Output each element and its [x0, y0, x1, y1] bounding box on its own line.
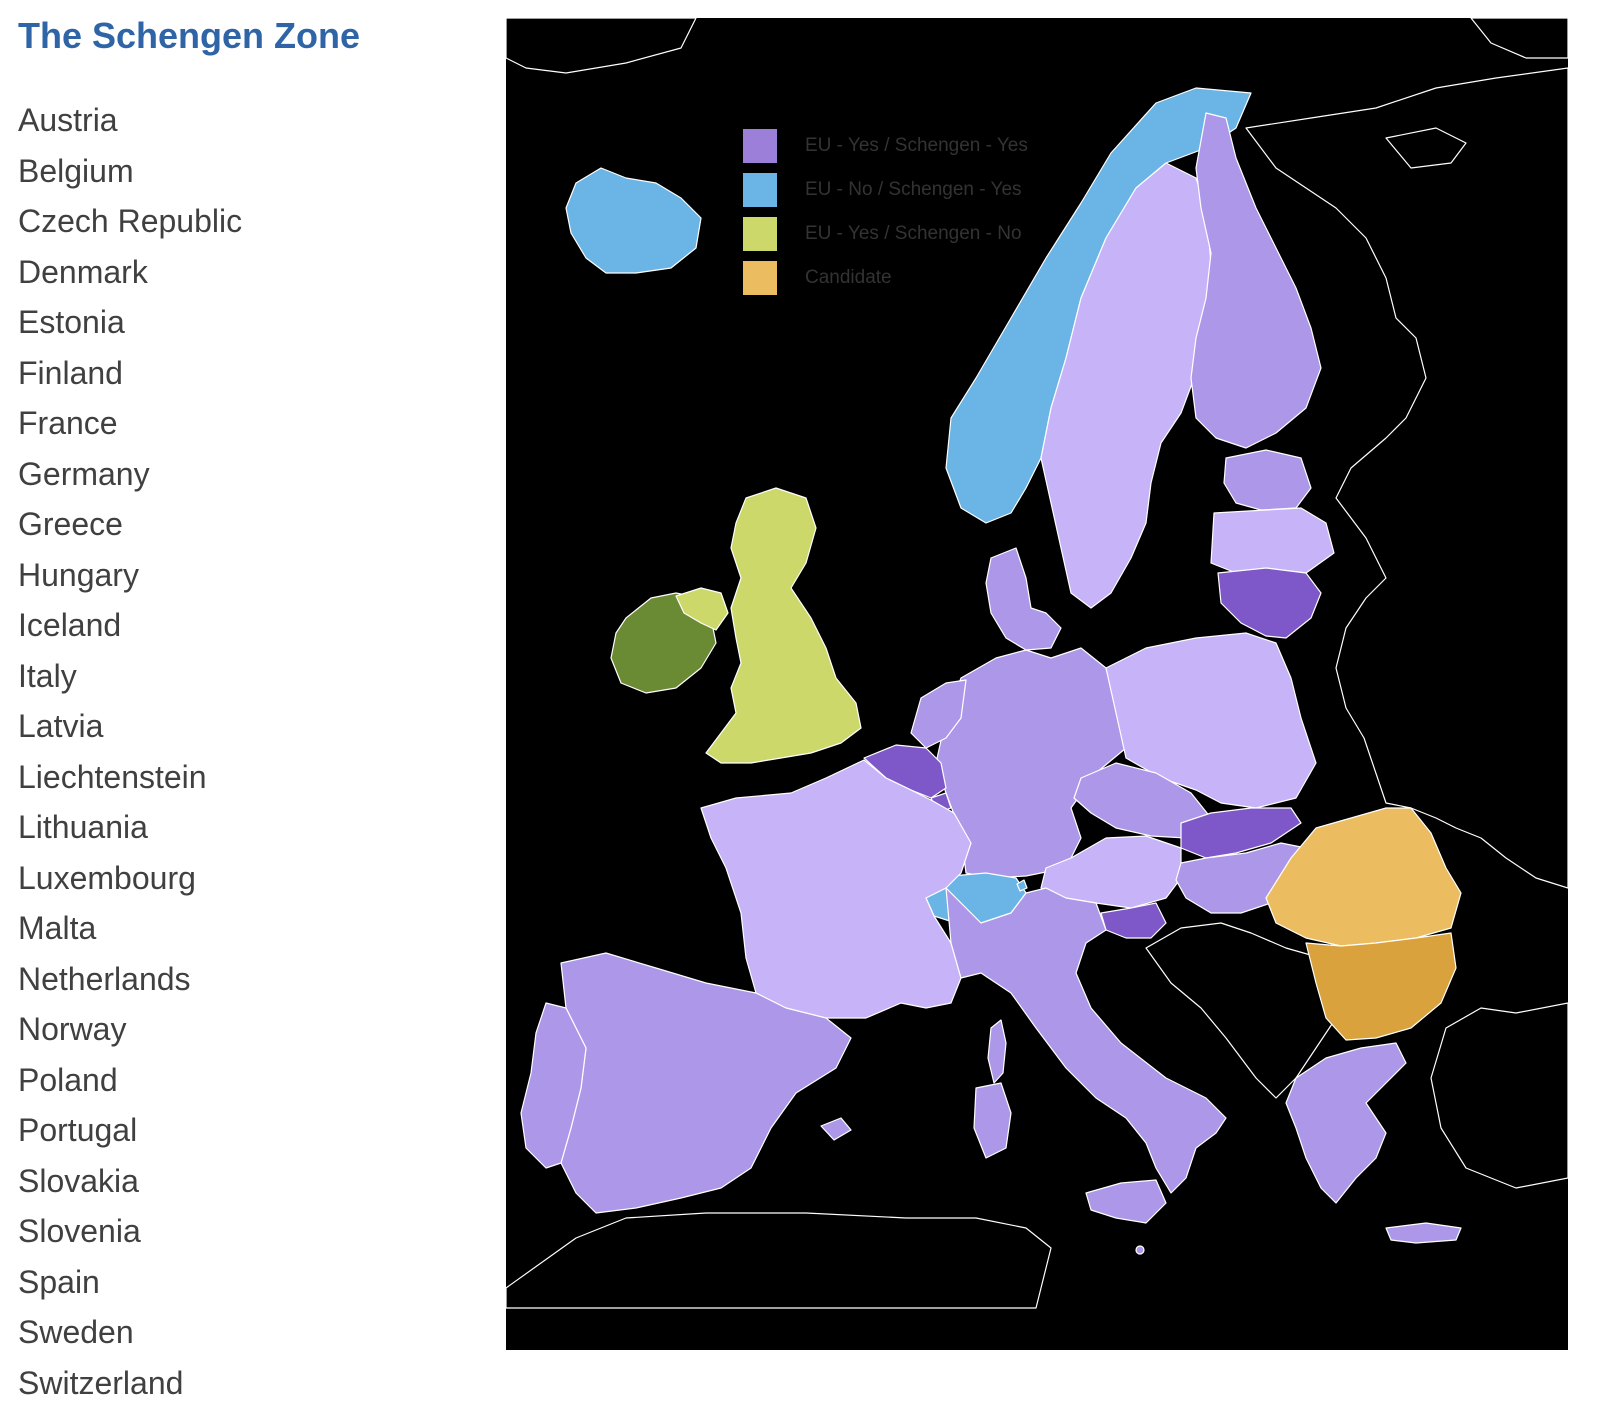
country-list-item: Norway	[18, 1004, 242, 1055]
country-list-item: Denmark	[18, 247, 242, 298]
legend-swatch	[743, 261, 777, 295]
legend-swatch	[743, 217, 777, 251]
country-list-item: Liechtenstein	[18, 752, 242, 803]
legend-swatch	[743, 173, 777, 207]
legend-label: EU - No / Schengen - Yes	[805, 173, 1022, 207]
country-list-item: Estonia	[18, 297, 242, 348]
legend-label: EU - Yes / Schengen - Yes	[805, 129, 1028, 163]
country-list-item: Switzerland	[18, 1358, 242, 1408]
country-list-item: Portugal	[18, 1105, 242, 1156]
country-list-item: Hungary	[18, 550, 242, 601]
country-list-item: Germany	[18, 449, 242, 500]
country-list-item: Latvia	[18, 701, 242, 752]
page-title: The Schengen Zone	[18, 14, 360, 58]
country-list-item: Greece	[18, 499, 242, 550]
country-list-item: Austria	[18, 95, 242, 146]
country-list-item: Iceland	[18, 600, 242, 651]
schengen-country-list: Austria Belgium Czech Republic Denmark E…	[18, 95, 242, 1408]
country-list-item: Belgium	[18, 146, 242, 197]
estonia	[1224, 450, 1311, 510]
europe-map	[506, 18, 1568, 1350]
country-list-item: Slovenia	[18, 1206, 242, 1257]
crete	[1386, 1223, 1461, 1243]
country-list-item: Slovakia	[18, 1156, 242, 1207]
legend-label: EU - Yes / Schengen - No	[805, 217, 1022, 251]
country-list-item: Italy	[18, 651, 242, 702]
country-list-item: Malta	[18, 903, 242, 954]
country-list-item: Lithuania	[18, 802, 242, 853]
country-list-item: Spain	[18, 1257, 242, 1308]
legend-label: Candidate	[805, 261, 892, 295]
country-list-item: Sweden	[18, 1307, 242, 1358]
country-list-item: France	[18, 398, 242, 449]
country-list-item: Poland	[18, 1055, 242, 1106]
country-list-item: Netherlands	[18, 954, 242, 1005]
legend-swatch	[743, 129, 777, 163]
country-list-item: Czech Republic	[18, 196, 242, 247]
latvia	[1211, 508, 1334, 573]
country-list-item: Luxembourg	[18, 853, 242, 904]
country-list-item: Finland	[18, 348, 242, 399]
malta	[1136, 1246, 1144, 1254]
